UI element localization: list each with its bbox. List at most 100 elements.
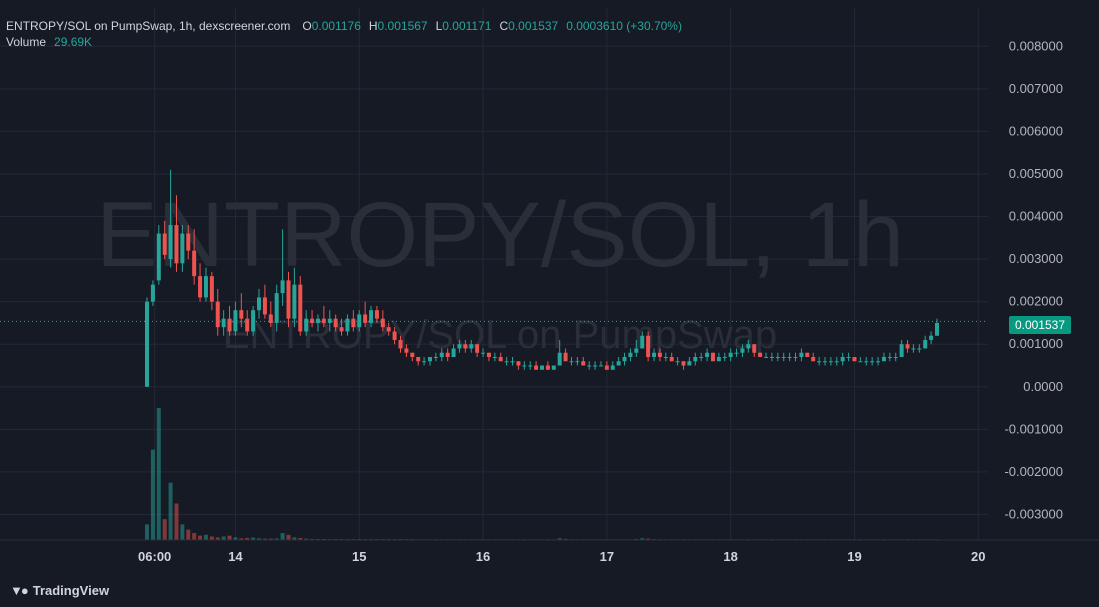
candle[interactable]	[162, 220, 167, 260]
candle[interactable]	[150, 280, 155, 306]
candle[interactable]	[221, 310, 226, 336]
candle[interactable]	[492, 352, 497, 362]
candle[interactable]	[209, 271, 214, 311]
candle[interactable]	[858, 356, 863, 363]
candle[interactable]	[758, 352, 763, 357]
candle[interactable]	[257, 288, 262, 319]
candle[interactable]	[710, 352, 715, 362]
candle[interactable]	[840, 352, 845, 366]
candle[interactable]	[392, 327, 397, 345]
candle[interactable]	[451, 344, 456, 357]
candle[interactable]	[769, 352, 774, 362]
candle[interactable]	[304, 310, 309, 336]
candle[interactable]	[439, 348, 444, 362]
candle[interactable]	[587, 361, 592, 370]
candle[interactable]	[540, 365, 544, 370]
candle[interactable]	[398, 335, 403, 353]
candle[interactable]	[693, 352, 698, 366]
candle[interactable]	[705, 348, 710, 362]
candle[interactable]	[622, 352, 627, 366]
candle[interactable]	[168, 169, 173, 268]
candle[interactable]	[834, 356, 839, 366]
candle[interactable]	[498, 352, 503, 362]
candle[interactable]	[203, 267, 208, 302]
candle[interactable]	[781, 352, 786, 362]
candle[interactable]	[310, 310, 315, 328]
candle[interactable]	[351, 310, 356, 332]
candle[interactable]	[239, 293, 244, 328]
candle[interactable]	[475, 344, 480, 357]
candle[interactable]	[604, 361, 609, 370]
candle[interactable]	[852, 356, 857, 362]
candle[interactable]	[640, 331, 645, 349]
candle[interactable]	[198, 263, 203, 302]
candle[interactable]	[905, 339, 910, 353]
candle[interactable]	[180, 225, 185, 272]
candle[interactable]	[534, 361, 539, 370]
candle[interactable]	[811, 352, 816, 362]
candle[interactable]	[799, 348, 804, 362]
candle[interactable]	[923, 335, 928, 349]
candle[interactable]	[486, 352, 491, 362]
candle[interactable]	[681, 361, 686, 370]
candle[interactable]	[463, 339, 468, 353]
candle[interactable]	[327, 310, 332, 332]
candle[interactable]	[893, 352, 898, 362]
candle[interactable]	[581, 356, 586, 366]
candle[interactable]	[410, 352, 415, 362]
candle[interactable]	[481, 348, 486, 357]
candle[interactable]	[156, 225, 161, 285]
candle[interactable]	[669, 352, 674, 362]
candle[interactable]	[386, 322, 391, 336]
candle[interactable]	[699, 352, 704, 362]
candle[interactable]	[427, 356, 432, 366]
candle[interactable]	[822, 356, 827, 366]
candle[interactable]	[510, 356, 515, 366]
candle[interactable]	[333, 314, 338, 332]
candle[interactable]	[298, 276, 303, 336]
candle[interactable]	[522, 361, 527, 370]
candle[interactable]	[369, 305, 374, 328]
candle[interactable]	[315, 314, 320, 332]
candle[interactable]	[828, 356, 833, 366]
candle[interactable]	[345, 314, 350, 336]
candle[interactable]	[805, 352, 810, 357]
candle[interactable]	[445, 348, 450, 362]
candle[interactable]	[251, 305, 256, 336]
candle[interactable]	[286, 271, 291, 328]
candle[interactable]	[734, 348, 739, 357]
candle[interactable]	[575, 356, 580, 366]
candle[interactable]	[292, 267, 297, 328]
candle[interactable]	[929, 331, 934, 345]
candle[interactable]	[764, 352, 769, 358]
candle[interactable]	[740, 344, 745, 357]
candle[interactable]	[469, 339, 474, 353]
candle[interactable]	[339, 318, 344, 336]
candle[interactable]	[646, 331, 651, 362]
candle[interactable]	[528, 361, 533, 370]
candle[interactable]	[274, 284, 279, 332]
candle[interactable]	[881, 352, 886, 362]
candle[interactable]	[899, 339, 904, 357]
candle[interactable]	[917, 344, 922, 353]
candle[interactable]	[233, 301, 238, 336]
candle[interactable]	[593, 361, 598, 370]
candle[interactable]	[787, 352, 792, 362]
candle[interactable]	[557, 339, 562, 366]
candle[interactable]	[563, 348, 568, 362]
candle[interactable]	[722, 352, 727, 362]
candle[interactable]	[357, 310, 362, 332]
candle[interactable]	[716, 352, 721, 362]
candle[interactable]	[363, 301, 368, 328]
candle[interactable]	[628, 348, 633, 362]
candle[interactable]	[268, 301, 273, 328]
candle[interactable]	[551, 365, 556, 370]
candle[interactable]	[775, 352, 780, 362]
candle[interactable]	[870, 356, 875, 366]
candle[interactable]	[610, 361, 615, 370]
candle[interactable]	[569, 356, 574, 366]
candle[interactable]	[504, 356, 509, 366]
candle[interactable]	[145, 297, 149, 387]
candle[interactable]	[887, 352, 892, 362]
candle[interactable]	[675, 356, 680, 366]
